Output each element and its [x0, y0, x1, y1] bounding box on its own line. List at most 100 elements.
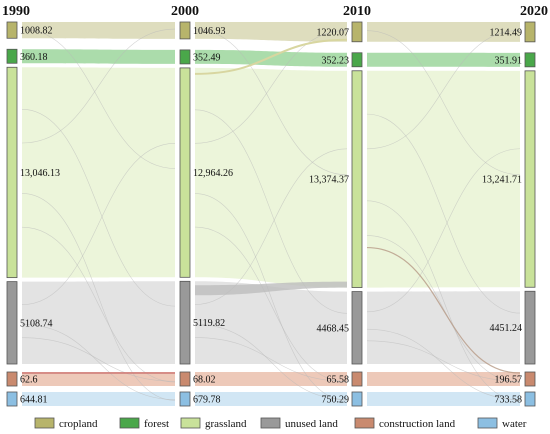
year-label-2010: 2010 — [343, 4, 371, 19]
flow-layer — [21, 22, 521, 406]
transfer-line-2010-2020 — [366, 340, 521, 382]
node-water-2020 — [524, 391, 536, 407]
flow-construction-1990-2000 — [22, 372, 175, 386]
transfer-line-2000-2010 — [194, 337, 348, 382]
node-cropland-2020 — [524, 21, 536, 43]
flow-water-2010-2020 — [367, 392, 520, 406]
value-label-unused-2020: 4451.24 — [490, 323, 523, 334]
legend-label-grassland: grassland — [205, 418, 247, 430]
node-unused-1990 — [6, 281, 18, 365]
transfer-line-2000-2010 — [194, 29, 348, 176]
node-unused-2010 — [351, 291, 363, 365]
transfer-line-2000-2010 — [194, 30, 348, 144]
flow-construction-2010-2020 — [367, 372, 520, 386]
transfer-line-1990-2000 — [21, 142, 176, 305]
value-label-forest-1990: 360.18 — [20, 52, 48, 63]
flow-cropland-2010-2020 — [367, 22, 520, 42]
legend-swatch-forest — [119, 417, 140, 429]
transfer-line-2010-2020 — [366, 200, 521, 401]
transfer-line-2000-2010 — [194, 226, 348, 383]
legend-swatch-water — [477, 417, 498, 429]
flow-unused-2010-2020 — [367, 291, 520, 364]
node-forest-2000 — [179, 49, 191, 65]
year-label-2000: 2000 — [171, 4, 199, 19]
node-grassland-2000 — [179, 67, 191, 278]
node-unused-2020 — [524, 290, 536, 365]
flow-cropland-2000-2010 — [195, 22, 347, 42]
flow-grassland-2010-2020 — [367, 70, 520, 288]
grassland-to-construction-transfer — [366, 246, 521, 374]
node-unused-2000 — [179, 280, 191, 365]
node-cropland-2000 — [179, 21, 191, 40]
flow-water-2000-2010 — [195, 392, 347, 406]
value-label-grassland-2020: 13,241.71 — [482, 175, 522, 186]
transfer-line-1990-2000 — [21, 28, 176, 144]
value-label-forest-2000: 352.49 — [193, 52, 221, 63]
node-construction-2000 — [179, 371, 191, 387]
node-layer: 1008.82 360.18 13,046.13 5108.74 62.6 644.81 1… — [6, 21, 536, 407]
node-construction-2020 — [524, 371, 536, 387]
flow-forest-1990-2000 — [22, 49, 175, 64]
node-forest-2010 — [351, 52, 363, 68]
year-label-2020: 2020 — [520, 4, 548, 19]
grassland-to-cropland-transfer — [194, 38, 348, 75]
value-label-cropland-1990: 1008.82 — [20, 26, 53, 37]
value-label-construction-1990: 62.6 — [20, 375, 38, 386]
node-construction-2010 — [351, 371, 363, 387]
flow-grassland-1990-2000 — [22, 67, 175, 278]
transfer-line-2000-2010 — [194, 148, 348, 305]
transfer-line-1990-2000 — [21, 337, 176, 382]
value-label-water-2010: 750.29 — [322, 395, 350, 406]
value-label-grassland-1990: 13,046.13 — [20, 168, 60, 179]
year-header-row: 1990 2000 2010 2020 — [2, 4, 548, 19]
flow-unused-2000-2010 — [195, 281, 347, 364]
transfer-line-2010-2020 — [366, 30, 521, 176]
transfer-line-1990-2000 — [21, 109, 176, 307]
node-water-1990 — [6, 391, 18, 407]
legend-label-forest: forest — [144, 418, 169, 430]
node-grassland-1990 — [6, 66, 18, 279]
node-water-2000 — [179, 391, 191, 407]
transfer-line-2000-2010 — [194, 324, 348, 400]
node-construction-1990 — [6, 371, 18, 387]
value-label-forest-2020: 351.91 — [495, 55, 523, 66]
node-forest-2020 — [524, 52, 536, 68]
legend-swatch-construction — [354, 417, 375, 429]
flow-forest-2010-2020 — [367, 52, 520, 67]
value-label-construction-2000: 68.02 — [193, 375, 216, 386]
value-label-forest-2010: 352.23 — [322, 55, 350, 66]
value-label-construction-2010: 65.58 — [327, 375, 350, 386]
node-water-2010 — [351, 391, 363, 407]
transfer-line-2010-2020 — [366, 113, 521, 314]
value-label-grassland-2000: 12,964.26 — [193, 168, 233, 179]
node-cropland-2010 — [351, 21, 363, 43]
value-label-water-1990: 644.81 — [20, 395, 48, 406]
transfer-line-2000-2010 — [194, 193, 348, 401]
value-label-water-2000: 679.78 — [193, 395, 221, 406]
value-label-unused-2000: 5119.82 — [193, 318, 225, 329]
transfer-line-2010-2020 — [366, 235, 521, 383]
legend-label-cropland: cropland — [59, 418, 98, 430]
value-label-grassland-2010: 13,374.37 — [309, 175, 349, 186]
value-label-cropland-2010: 1220.07 — [317, 27, 350, 38]
transfer-line-2010-2020 — [366, 328, 521, 400]
legend-label-construction: construction land — [379, 418, 456, 430]
value-label-unused-1990: 5108.74 — [20, 318, 53, 329]
node-grassland-2010 — [351, 70, 363, 288]
value-label-cropland-2020: 1214.49 — [490, 27, 523, 38]
value-label-construction-2020: 196.57 — [495, 375, 523, 386]
unused-to-grassland-transfer — [195, 281, 347, 296]
legend-label-unused: unused land — [285, 418, 338, 430]
transfer-line-2010-2020 — [366, 30, 521, 150]
flow-unused-1990-2000 — [22, 281, 175, 364]
transfer-line-2010-2020 — [366, 148, 521, 313]
legend-swatch-unused — [260, 417, 281, 429]
transfer-line-1990-2000 — [21, 28, 176, 169]
legend-swatch-grassland — [180, 417, 201, 429]
value-label-unused-2010: 4468.45 — [317, 323, 350, 334]
value-label-cropland-2000: 1046.93 — [193, 26, 226, 37]
flow-forest-2000-2010 — [195, 49, 347, 67]
flow-construction-2000-2010 — [195, 372, 347, 386]
node-grassland-2020 — [524, 70, 536, 288]
